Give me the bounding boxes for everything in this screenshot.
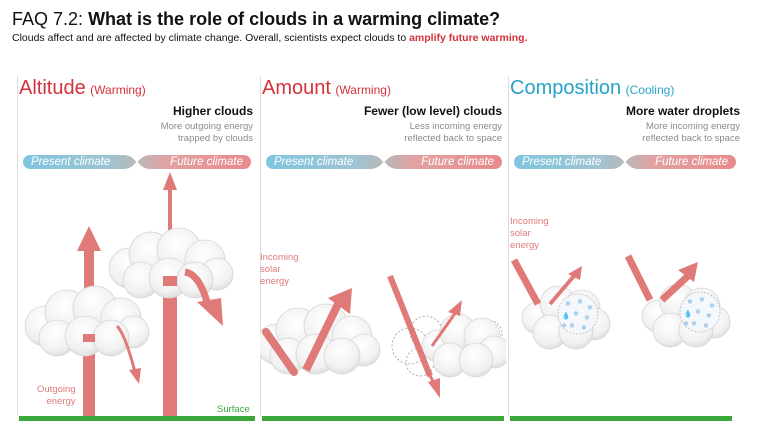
figure-subtitle: Clouds affect and are affected by climat… [12, 32, 528, 45]
surface-label: Surface [217, 404, 250, 415]
climate-bar: Present climate Future climate [514, 155, 736, 169]
altitude-illustration [24, 172, 234, 416]
panel-name: Composition [510, 77, 622, 99]
description-line: More outgoing energy [160, 121, 253, 132]
annotation-line: solar [510, 228, 531, 239]
annotation-line: energy [46, 396, 76, 407]
climate-bar: Present climate Future climate [266, 155, 502, 169]
panel-change: Fewer (low level) clouds [363, 104, 502, 118]
composition-illustration [510, 254, 731, 350]
climate-bar-shape [514, 155, 736, 169]
panel-altitude: Altitude (Warming) Higher clouds More ou… [17, 76, 257, 422]
present-climate-label: Present climate [274, 156, 354, 168]
annotation-line: Outgoing [37, 384, 76, 395]
subtitle-highlight: amplify future warming. [409, 32, 528, 44]
panel-name: Amount [262, 77, 331, 99]
climate-bar-shape [266, 155, 502, 169]
panel-change: Higher clouds [172, 104, 253, 118]
incoming-solar-energy-label: Incoming solar energy [260, 252, 299, 288]
description-line: reflected back to space [642, 133, 740, 144]
panel-heading: Altitude (Warming) [19, 77, 146, 100]
panel-description: Less incoming energy reflected back to s… [404, 121, 502, 145]
figure-title: FAQ 7.2: What is the role of clouds in a… [12, 9, 500, 29]
amount-illustration [260, 274, 506, 398]
present-climate-label: Present climate [522, 156, 602, 168]
panel-heading: Amount (Warming) [262, 77, 391, 100]
climate-bar: Present climate Future climate [23, 155, 251, 169]
faq-label: FAQ 7.2: [12, 9, 84, 29]
panel-effect: (Warming) [90, 83, 146, 97]
panel-amount: Amount (Warming) Fewer (low level) cloud… [260, 76, 506, 422]
surface-line [262, 416, 504, 421]
panel-change: More water droplets [625, 104, 740, 118]
description-line: reflected back to space [404, 133, 502, 144]
annotation-line: solar [260, 264, 281, 275]
climate-bar-shape [23, 155, 251, 169]
description-line: More incoming energy [646, 121, 740, 132]
panel-divider [260, 76, 261, 416]
future-climate-label: Future climate [170, 156, 243, 168]
annotation-line: energy [260, 276, 290, 287]
panel-divider [508, 76, 509, 416]
annotation-line: Incoming [510, 216, 549, 227]
description-line: trapped by clouds [178, 133, 253, 144]
panel-description: More incoming energy reflected back to s… [642, 121, 740, 145]
surface-line [19, 416, 255, 421]
faq-question: What is the role of clouds in a warming … [88, 9, 501, 29]
present-climate-label: Present climate [31, 156, 111, 168]
panel-heading: Composition (Cooling) [510, 77, 674, 100]
panel-name: Altitude [19, 77, 86, 99]
panel-description: More outgoing energy trapped by clouds [161, 121, 253, 145]
outgoing-energy-label: Outgoing energy [37, 384, 76, 408]
panel-effect: (Warming) [335, 83, 391, 97]
future-climate-label: Future climate [421, 156, 494, 168]
annotation-line: Incoming [260, 252, 299, 263]
panel-divider [17, 76, 18, 416]
subtitle-text: Clouds affect and are affected by climat… [12, 32, 410, 44]
surface-line [510, 416, 732, 421]
panel-effect: (Cooling) [625, 83, 675, 97]
description-line: Less incoming energy [409, 121, 502, 132]
future-climate-label: Future climate [655, 156, 728, 168]
annotation-line: energy [510, 240, 540, 251]
panel-composition: Composition (Cooling) More water droplet… [508, 76, 744, 422]
incoming-solar-energy-label: Incoming solar energy [510, 216, 549, 252]
